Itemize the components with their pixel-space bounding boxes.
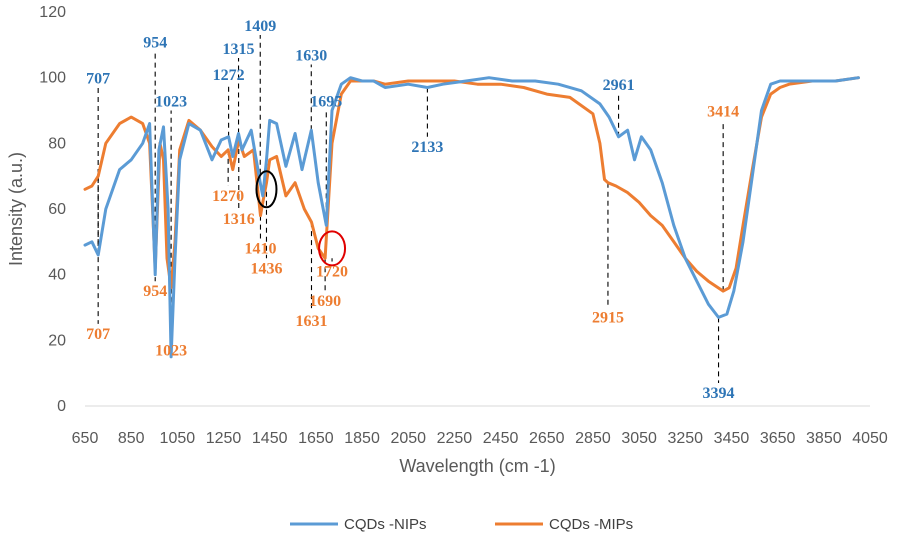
x-tick-label: 1650 — [298, 430, 334, 447]
legend-label-mips: CQDs -MIPs — [549, 516, 633, 533]
annotation-label: 1436 — [250, 260, 282, 277]
x-tick-label: 3850 — [806, 430, 842, 447]
annotation-label: 707 — [86, 71, 110, 88]
annotation-label: 1023 — [155, 342, 187, 359]
annotation-label: 1720 — [316, 264, 348, 281]
y-tick-label: 20 — [48, 332, 66, 349]
x-tick-label: 1450 — [252, 430, 288, 447]
series-line-mips — [83, 76, 860, 293]
annotation-label: 1410 — [244, 241, 276, 258]
x-tick-label: 3650 — [760, 430, 796, 447]
y-tick-label: 100 — [39, 70, 66, 87]
x-tick-label: 2050 — [390, 430, 426, 447]
annotation-label: 2915 — [592, 310, 624, 327]
y-tick-label: 40 — [48, 267, 66, 284]
x-tick-label: 2450 — [483, 430, 519, 447]
x-tick-label: 4050 — [852, 430, 888, 447]
annotation-label: 954 — [143, 283, 167, 300]
y-tick-label: 120 — [39, 4, 66, 21]
annotation-label: 3414 — [707, 103, 739, 120]
x-tick-label: 1250 — [206, 430, 242, 447]
y-tick-label: 80 — [48, 135, 66, 152]
x-tick-label: 650 — [72, 430, 99, 447]
x-tick-label: 850 — [118, 430, 145, 447]
annotation-label: 1272 — [213, 67, 245, 84]
annotation-label: 2133 — [411, 139, 443, 156]
annotation-label: 3394 — [703, 385, 735, 402]
annotation-label: 1695 — [310, 94, 342, 111]
x-tick-label: 2650 — [529, 430, 565, 447]
x-tick-label: 2850 — [575, 430, 611, 447]
annotation-label: 1316 — [223, 211, 255, 228]
annotation-label: 954 — [143, 34, 167, 51]
annotation-label: 2961 — [603, 77, 635, 94]
legend-label-nips: CQDs -NIPs — [344, 516, 427, 533]
annotation-label: 1409 — [244, 18, 276, 35]
highlight-circle — [318, 230, 347, 267]
annotation-label: 1023 — [155, 94, 187, 111]
annotation-label: 1690 — [309, 293, 341, 310]
y-tick-label: 0 — [57, 398, 66, 415]
annotation-label: 1270 — [212, 188, 244, 205]
annotation-label: 1315 — [223, 41, 255, 58]
x-tick-label: 2250 — [437, 430, 473, 447]
annotation-label: 707 — [86, 326, 110, 343]
x-tick-label: 1850 — [344, 430, 380, 447]
highlight-circle — [255, 170, 278, 209]
annotation-label: 1631 — [295, 313, 327, 330]
annotation-label: 1630 — [295, 48, 327, 65]
x-axis-title: Wavelength (cm -1) — [399, 456, 555, 476]
x-tick-label: 1050 — [160, 430, 196, 447]
x-tick-label: 3450 — [714, 430, 750, 447]
x-tick-label: 3050 — [621, 430, 657, 447]
y-axis-title: Intensity (a.u.) — [6, 152, 26, 266]
y-tick-label: 60 — [48, 201, 66, 218]
x-tick-label: 3250 — [667, 430, 703, 447]
series-line-nips — [83, 76, 860, 359]
